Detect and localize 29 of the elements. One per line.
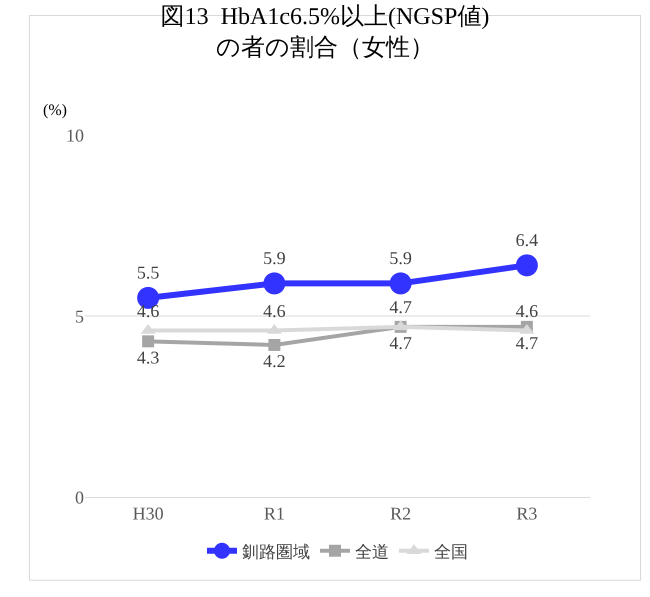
legend-label: 全国 [434, 542, 468, 562]
data-label: 4.6 [516, 300, 538, 321]
data-label: 4.6 [136, 300, 160, 321]
data-label: 5.5 [136, 262, 160, 283]
data-label: 4.7 [389, 332, 412, 353]
data-label: 4.6 [263, 300, 286, 321]
y-axis-title: (%) [43, 102, 67, 119]
data-label: 4.7 [516, 332, 538, 353]
y-tick-label: 0 [75, 487, 84, 508]
point [263, 272, 286, 294]
legend-label: 釧路圏域 [242, 542, 310, 562]
data-label: 6.4 [516, 230, 538, 250]
data-label: 5.9 [263, 248, 286, 268]
y-tick-label: 10 [66, 125, 84, 146]
x-tick-label: R1 [264, 504, 285, 524]
point [142, 335, 154, 348]
x-tick-label: H30 [132, 504, 164, 524]
point [390, 272, 412, 294]
chart-title: 図13 HbA1c6.5%以上(NGSP値) の者の割合（女性） [160, 4, 490, 62]
legend-label: 全道 [355, 542, 389, 562]
data-label: 4.3 [136, 347, 160, 368]
x-tick-label: R2 [390, 504, 412, 524]
x-tick-label: R3 [516, 504, 538, 524]
y-tick-label: 5 [75, 306, 84, 326]
data-label: 5.9 [389, 248, 412, 268]
data-label: 4.7 [389, 297, 412, 318]
point [268, 338, 280, 351]
point [516, 254, 538, 276]
data-label: 4.2 [263, 350, 286, 371]
